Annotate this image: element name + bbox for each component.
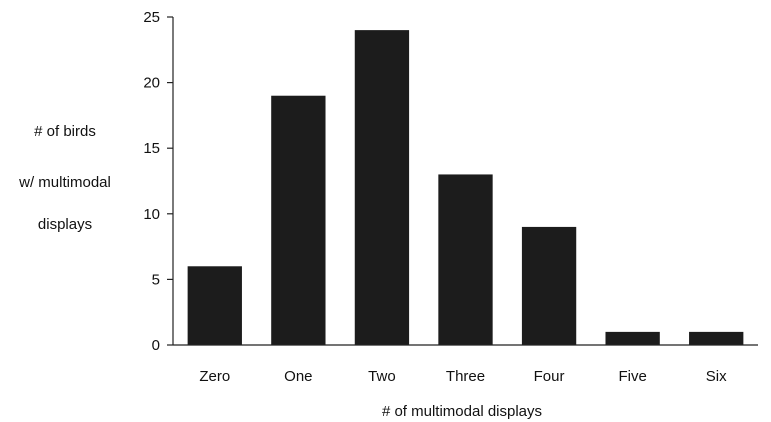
x-tick-label: Three: [446, 368, 485, 385]
y-tick-label: 25: [143, 9, 160, 26]
y-tick-label: 20: [143, 75, 160, 92]
x-tick-label: Five: [618, 368, 646, 385]
y-axis-label-line-2: w/ multimodal: [19, 174, 111, 191]
y-tick-label: 10: [143, 206, 160, 223]
bar-zero: [187, 266, 242, 345]
bars: [187, 30, 744, 346]
bar-five: [605, 331, 660, 345]
x-axis-label: # of multimodal displays: [382, 403, 542, 420]
y-axis: 0 5 10 15 20 25: [143, 9, 174, 354]
x-tick-label: Four: [534, 368, 565, 385]
x-tick-label: Zero: [199, 368, 230, 385]
y-axis-label-line-3: displays: [37, 216, 93, 233]
y-tick-label: 0: [152, 337, 160, 354]
bar-four: [521, 226, 577, 345]
x-tick-label: Two: [368, 368, 396, 385]
x-axis: Zero One Two Three Four Five Six: [173, 344, 758, 385]
y-tick-label: 5: [152, 271, 160, 288]
x-tick-label: Six: [706, 368, 727, 385]
y-axis-label-line-1: # of birds: [34, 123, 96, 140]
x-tick-label: One: [284, 368, 312, 385]
bar-two: [354, 30, 410, 346]
bar-one: [271, 95, 326, 345]
bar-six: [689, 331, 744, 345]
y-tick-label: 15: [143, 140, 160, 157]
bar-three: [438, 174, 493, 345]
